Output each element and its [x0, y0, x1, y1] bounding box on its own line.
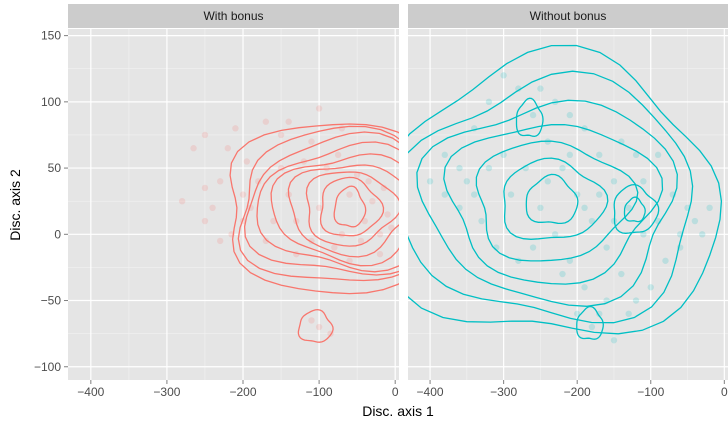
data-point [308, 317, 314, 323]
data-point [324, 165, 330, 171]
data-point [339, 125, 345, 131]
data-point [471, 191, 477, 197]
y-tick-label: 50 [48, 161, 62, 175]
data-point [179, 198, 185, 204]
data-point [581, 205, 587, 211]
data-point [202, 218, 208, 224]
x-tick-label: −100 [637, 385, 664, 399]
data-point [225, 145, 231, 151]
data-point [442, 191, 448, 197]
data-point [611, 337, 617, 343]
data-point [603, 244, 609, 250]
data-point [655, 152, 661, 158]
data-point [567, 112, 573, 118]
data-point [240, 191, 246, 197]
data-point [331, 244, 337, 250]
y-tick-label: −100 [34, 360, 61, 374]
facet-strip-label: With bonus [203, 9, 263, 23]
data-point [217, 238, 223, 244]
data-point [559, 271, 565, 277]
y-tick-label: 150 [41, 29, 61, 43]
data-point [552, 231, 558, 237]
data-point [486, 165, 492, 171]
data-point [699, 231, 705, 237]
data-point [190, 145, 196, 151]
x-tick-label: −200 [229, 385, 256, 399]
data-point [478, 218, 484, 224]
data-point [537, 85, 543, 91]
data-point [618, 271, 624, 277]
data-point [559, 165, 565, 171]
data-point [377, 251, 383, 257]
x-tick-label: −400 [417, 385, 444, 399]
data-point [581, 284, 587, 290]
data-point [537, 205, 543, 211]
x-tick-label: −100 [306, 385, 333, 399]
data-point [596, 191, 602, 197]
data-point [648, 284, 654, 290]
plot-panel-background [68, 29, 399, 380]
data-point [589, 324, 595, 330]
data-point [384, 211, 390, 217]
data-point [692, 218, 698, 224]
facet-strip-label: Without bonus [530, 9, 607, 23]
data-point [706, 205, 712, 211]
data-point [316, 205, 322, 211]
data-point [427, 178, 433, 184]
y-tick-label: −50 [41, 294, 62, 308]
data-point [456, 165, 462, 171]
x-tick-label: −300 [153, 385, 180, 399]
data-point [567, 152, 573, 158]
data-point [209, 205, 215, 211]
data-point [611, 178, 617, 184]
x-tick-label: −200 [564, 385, 591, 399]
data-point [625, 311, 631, 317]
data-point [530, 244, 536, 250]
data-point [244, 158, 250, 164]
panel-2: Without bonus −400 −300 −200 −100 0 [383, 4, 728, 399]
y-axis-title: Disc. axis 2 [7, 169, 23, 241]
y-tick-label: 100 [41, 95, 61, 109]
data-point [217, 178, 223, 184]
data-point [335, 152, 341, 158]
data-point [285, 119, 291, 125]
data-point [442, 152, 448, 158]
data-point [365, 178, 371, 184]
data-point [486, 99, 492, 105]
data-point [662, 258, 668, 264]
data-point [633, 297, 639, 303]
data-point [530, 112, 536, 118]
data-point [308, 138, 314, 144]
data-point [232, 125, 238, 131]
x-axis-title: Disc. axis 1 [362, 403, 434, 419]
data-point [596, 152, 602, 158]
data-point [545, 178, 551, 184]
data-point [346, 191, 352, 197]
data-point [508, 191, 514, 197]
data-point [202, 132, 208, 138]
x-tick-label: 0 [721, 385, 728, 399]
data-point [500, 72, 506, 78]
data-point [464, 178, 470, 184]
y-tick-label: 0 [54, 227, 61, 241]
data-point [202, 185, 208, 191]
data-point [316, 105, 322, 111]
x-tick-label: 0 [392, 385, 399, 399]
x-tick-label: −400 [77, 385, 104, 399]
x-tick-label: −300 [490, 385, 517, 399]
data-point [640, 178, 646, 184]
data-point [316, 324, 322, 330]
data-point [369, 198, 375, 204]
data-point [263, 119, 269, 125]
data-point [278, 132, 284, 138]
